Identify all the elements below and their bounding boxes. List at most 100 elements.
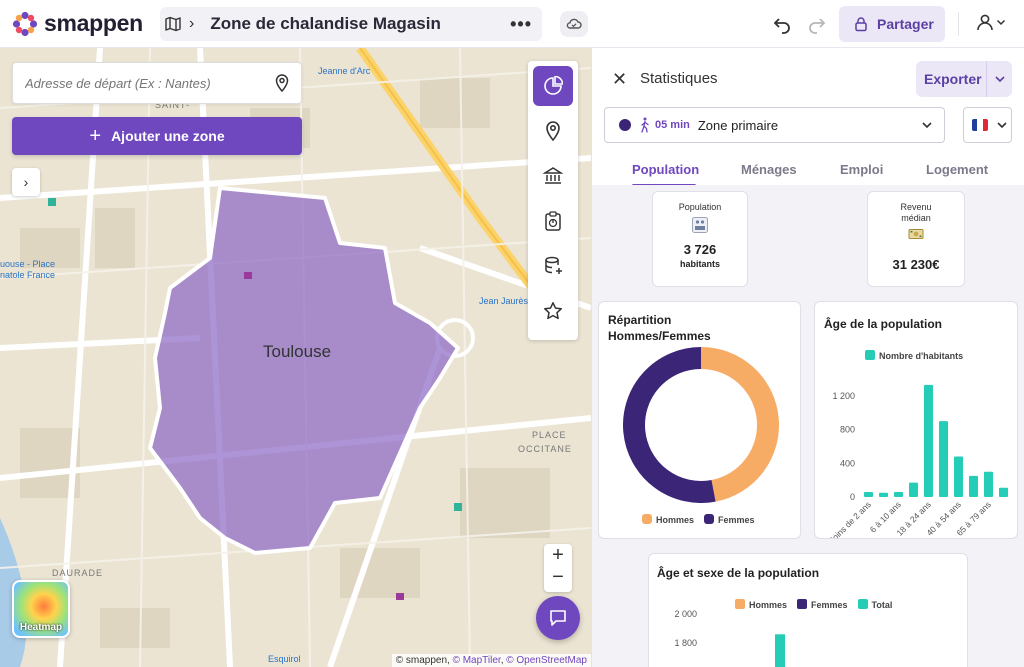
report-tool-button[interactable] — [533, 201, 573, 241]
legend-label: Hommes — [749, 600, 788, 610]
statistics-tool-button[interactable] — [533, 66, 573, 106]
map-label: SAINT- — [155, 100, 191, 110]
map-view[interactable]: Jeanne d'Arc SAINT- Jean Jaurès PLACE OC… — [0, 48, 591, 667]
user-icon — [977, 14, 993, 31]
map-pin-icon[interactable] — [275, 74, 289, 92]
export-label: Exporter — [924, 71, 982, 87]
add-zone-button[interactable]: + Ajouter une zone — [12, 117, 302, 155]
gender-legend: Hommes Femmes — [642, 514, 755, 525]
map-label: DAURADE — [52, 568, 104, 578]
map-label: Esquirol — [268, 654, 301, 664]
legend-item-men[interactable]: Hommes — [642, 514, 694, 525]
star-icon — [544, 302, 562, 320]
legend-item-women[interactable]: Femmes — [704, 514, 755, 525]
legend-label: Nombre d'habitants — [879, 351, 964, 361]
age-sex-card: Âge et sexe de la population Hommes Femm… — [648, 553, 968, 667]
chevron-down-icon — [997, 122, 1007, 129]
address-input[interactable] — [13, 63, 253, 103]
age-sex-legend: Hommes Femmes Total — [735, 599, 892, 610]
share-label: Partager — [877, 16, 934, 32]
legend-item-women[interactable]: Femmes — [797, 599, 848, 610]
address-search — [12, 62, 302, 104]
osm-link[interactable]: © OpenStreetMap — [506, 655, 587, 666]
legend-label: Femmes — [718, 515, 755, 525]
y-tick-label: 1 800 — [674, 638, 697, 648]
zoom-out-button[interactable]: − — [552, 566, 564, 588]
cloud-icon — [566, 18, 582, 29]
legend-item-men[interactable]: Hommes — [735, 599, 787, 610]
close-icon[interactable]: ✕ — [612, 69, 628, 89]
maptiler-link[interactable]: © MapTiler — [452, 655, 501, 666]
trade-area-zone — [148, 186, 460, 555]
logo[interactable]: smappen — [12, 10, 143, 37]
zone-select[interactable]: 05 min Zone primaire — [604, 107, 945, 143]
cloud-sync-button[interactable] — [560, 11, 588, 37]
bar-age-group[interactable] — [924, 384, 933, 497]
y-tick-label: 0 — [850, 492, 855, 502]
redo-icon[interactable] — [807, 14, 827, 34]
share-button[interactable]: Partager — [839, 6, 945, 42]
bar-age-group[interactable] — [999, 487, 1008, 497]
france-flag-icon — [972, 119, 988, 131]
kpi-label: Population — [678, 202, 722, 212]
card-title-line-1: Répartition — [608, 313, 672, 327]
export-button[interactable]: Exporter — [916, 61, 1012, 97]
bar-age-group[interactable] — [969, 475, 978, 497]
bar-age-group[interactable] — [909, 482, 918, 497]
bar-age-group[interactable] — [879, 492, 888, 497]
statistics-panel: ✕ Statistiques Exporter 05 min Zone prim… — [591, 48, 1024, 667]
bar-age-group[interactable] — [894, 491, 903, 497]
favorites-tool-button[interactable] — [533, 291, 573, 331]
panel-body: Population 3 726 habitants Revenu médian… — [592, 185, 1024, 667]
walking-icon — [641, 117, 649, 133]
map-label: PLACE — [532, 430, 567, 440]
chevron-right-icon: › — [23, 174, 29, 190]
heatmap-label: Heatmap — [19, 622, 63, 633]
legend-item-inhabitants[interactable]: Nombre d'habitants — [865, 350, 963, 361]
tab-households[interactable]: Ménages — [741, 162, 797, 177]
bar-age-group[interactable] — [864, 491, 873, 497]
map-label: Jean Jaurès — [479, 296, 529, 306]
map-icon[interactable] — [165, 16, 181, 32]
bar-age-group[interactable] — [984, 471, 993, 497]
clipboard-chart-icon — [545, 211, 561, 231]
chevron-right-icon: › — [189, 15, 195, 32]
points-tool-button[interactable] — [533, 111, 573, 151]
map-label: OCCITANE — [518, 444, 572, 454]
attribution-separator: , — [500, 655, 507, 666]
undo-icon[interactable] — [772, 14, 792, 34]
donut-slice-hommes[interactable] — [700, 347, 779, 502]
institutions-tool-button[interactable] — [533, 156, 573, 196]
divider — [958, 12, 959, 36]
tab-population[interactable]: Population — [632, 162, 700, 177]
donut-slice-femmes[interactable] — [623, 347, 716, 503]
top-bar: smappen › Zone de chalandise Magasin •••… — [0, 0, 1024, 48]
heatmap-toggle[interactable]: Heatmap — [12, 580, 70, 638]
database-add-icon — [545, 256, 562, 274]
y-tick-label: 2 000 — [674, 610, 697, 619]
chat-button[interactable] — [536, 596, 580, 640]
tab-housing[interactable]: Logement — [926, 162, 989, 177]
chat-icon — [550, 610, 566, 626]
bar-total[interactable] — [775, 634, 785, 667]
project-title[interactable]: Zone de chalandise Magasin — [210, 14, 441, 33]
expand-panel-button[interactable]: › — [12, 168, 40, 196]
bar-age-group[interactable] — [939, 421, 948, 497]
zoom-in-button[interactable]: + — [552, 544, 564, 566]
map-pin-icon — [546, 121, 560, 141]
tab-employment[interactable]: Emploi — [840, 162, 884, 177]
lock-icon — [855, 17, 867, 32]
bar-age-group[interactable] — [954, 456, 963, 497]
map-label: uouse - Place — [0, 259, 56, 269]
more-options-button[interactable]: ••• — [510, 14, 532, 34]
legend-item-total[interactable]: Total — [857, 599, 892, 610]
zone-color-dot — [619, 119, 631, 131]
card-title-line-2: Hommes/Femmes — [608, 329, 711, 343]
export-dropdown[interactable] — [986, 61, 1012, 97]
country-select[interactable] — [963, 107, 1012, 143]
user-menu[interactable] — [976, 13, 1006, 31]
income-kpi-card: Revenu médian 31 230€ — [867, 191, 965, 287]
data-import-tool-button[interactable] — [533, 246, 573, 286]
